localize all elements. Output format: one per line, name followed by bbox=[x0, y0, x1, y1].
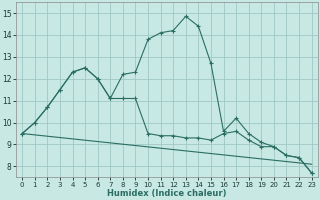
X-axis label: Humidex (Indice chaleur): Humidex (Indice chaleur) bbox=[107, 189, 227, 198]
